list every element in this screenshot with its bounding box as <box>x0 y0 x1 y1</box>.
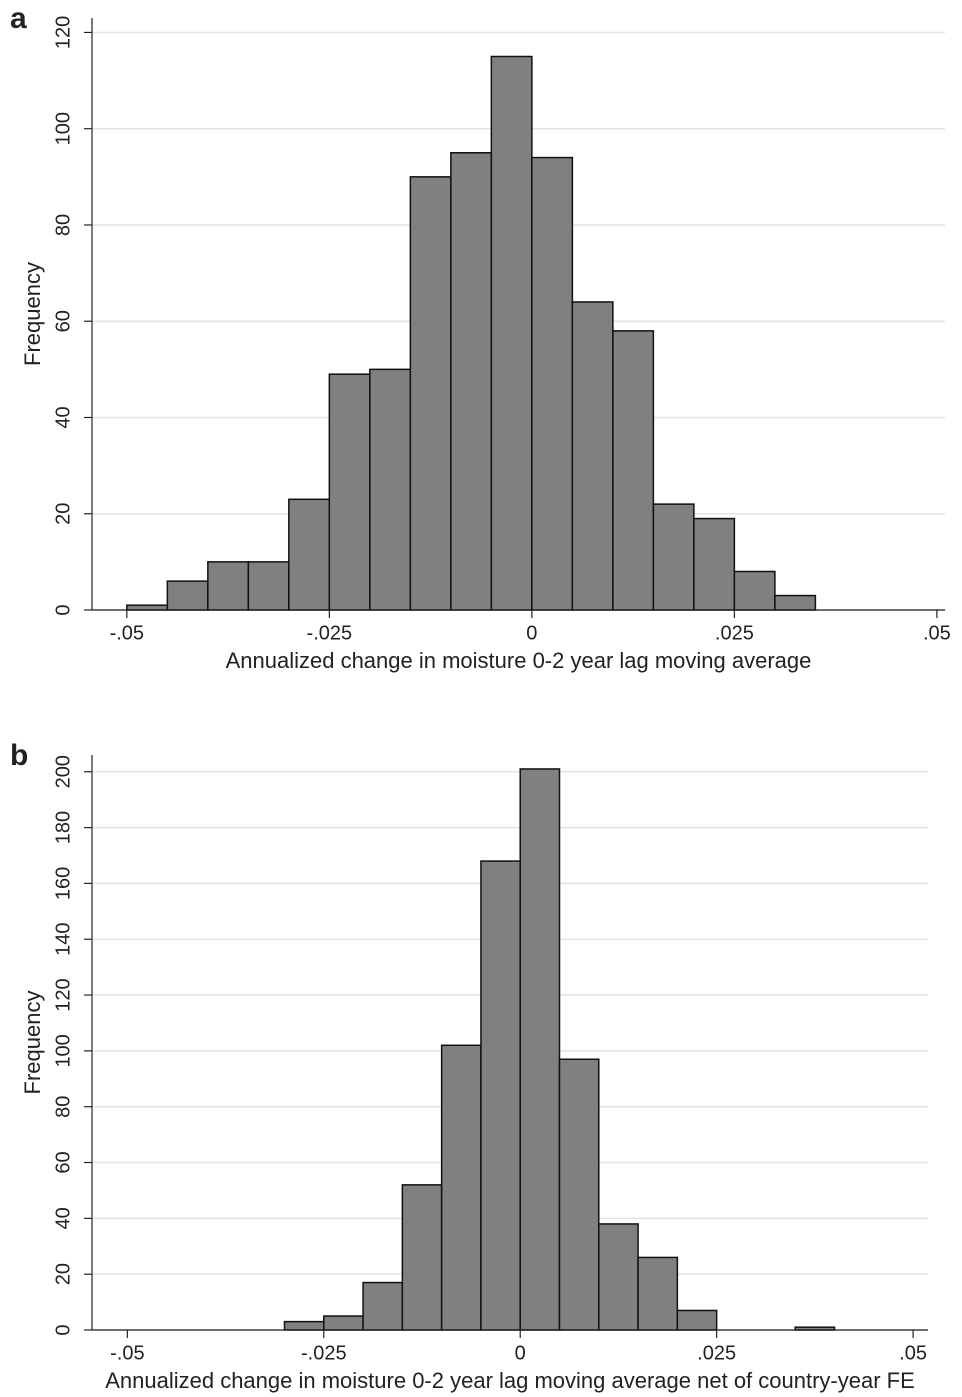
y-tick-label: 180 <box>52 811 74 844</box>
y-tick-label: 0 <box>52 1324 74 1335</box>
y-tick-label: 60 <box>52 1151 74 1173</box>
y-tick-label: 120 <box>52 978 74 1011</box>
x-tick-label: .025 <box>697 1342 736 1364</box>
bar <box>490 55 533 611</box>
bar <box>450 152 493 611</box>
bar <box>733 570 776 611</box>
x-tick-label: -.025 <box>307 622 353 644</box>
x-tick-label: .05 <box>923 622 951 644</box>
bar <box>409 176 452 611</box>
y-tick-label: 20 <box>52 1263 74 1285</box>
x-tick-label: -.05 <box>110 1342 144 1364</box>
bar <box>247 561 290 611</box>
y-axis-title: Frequency <box>20 991 45 1095</box>
bar <box>531 156 574 611</box>
bar <box>401 1184 443 1331</box>
bar <box>362 1281 404 1331</box>
y-tick-label: 40 <box>52 1207 74 1229</box>
y-tick-label: 120 <box>52 16 74 49</box>
bar <box>283 1320 325 1331</box>
x-tick-label: .05 <box>899 1342 927 1364</box>
y-tick-label: 80 <box>52 1096 74 1118</box>
bar <box>207 561 250 611</box>
bar <box>693 517 736 611</box>
x-axis-title: Annualized change in moisture 0-2 year l… <box>105 1368 915 1393</box>
y-tick-label: 160 <box>52 867 74 900</box>
bar <box>519 768 561 1331</box>
y-tick-label: 140 <box>52 923 74 956</box>
y-tick-label: 100 <box>52 112 74 145</box>
bar <box>571 301 614 611</box>
y-tick-label: 40 <box>52 406 74 428</box>
bar <box>166 580 209 611</box>
y-tick-label: 100 <box>52 1034 74 1067</box>
x-axis-title: Annualized change in moisture 0-2 year l… <box>226 648 812 673</box>
bar <box>676 1309 718 1331</box>
bar <box>637 1256 679 1331</box>
bar <box>652 503 695 611</box>
bar <box>126 604 169 611</box>
bar <box>480 860 521 1331</box>
y-tick-label: 200 <box>52 755 74 788</box>
y-tick-label: 0 <box>52 604 74 615</box>
bar <box>440 1044 482 1331</box>
bar <box>369 368 412 611</box>
y-tick-label: 80 <box>52 214 74 236</box>
bar <box>558 1058 600 1331</box>
panel-label: b <box>10 739 28 772</box>
x-tick-label: 0 <box>515 1342 526 1364</box>
bar <box>598 1223 639 1331</box>
x-tick-label: -.05 <box>110 622 144 644</box>
bar <box>323 1315 364 1331</box>
y-tick-label: 20 <box>52 503 74 525</box>
x-tick-label: 0 <box>526 622 537 644</box>
bar <box>774 594 817 611</box>
panel-label: a <box>10 2 27 35</box>
x-tick-label: -.025 <box>301 1342 347 1364</box>
bar <box>288 498 331 611</box>
bar <box>328 373 371 611</box>
bar <box>612 330 655 611</box>
x-tick-label: .025 <box>715 622 754 644</box>
y-axis-title: Frequency <box>20 262 45 366</box>
y-tick-label: 60 <box>52 310 74 332</box>
